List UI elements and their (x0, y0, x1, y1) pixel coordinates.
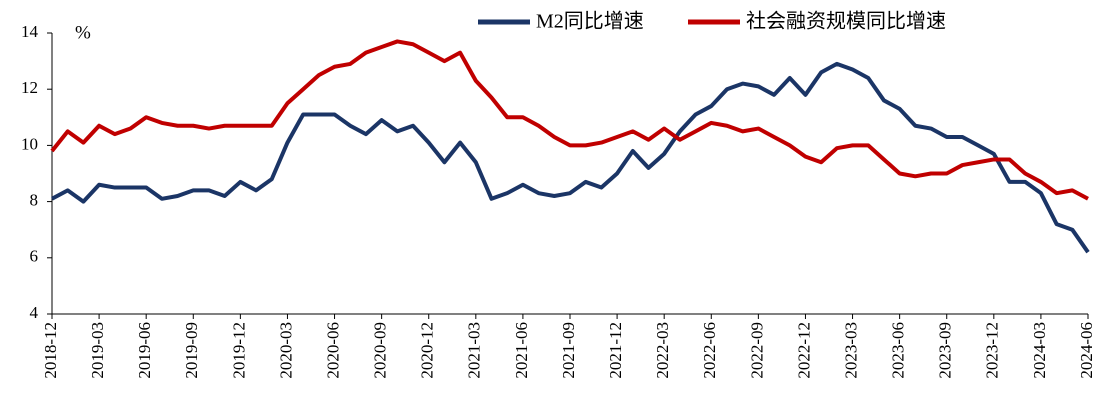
y-tick-label: 10 (21, 134, 38, 153)
y-unit: % (75, 22, 91, 43)
x-tick-label: 2022-03 (653, 322, 672, 379)
y-tick-label: 6 (30, 247, 39, 266)
x-tick-label: 2024-06 (1077, 322, 1096, 379)
y-tick-label: 4 (30, 303, 39, 322)
y-tick-label: 8 (30, 191, 39, 210)
x-tick-label: 2020-09 (371, 322, 390, 379)
x-tick-label: 2018-12 (41, 322, 60, 379)
series-line (51, 61, 1090, 254)
x-tick-label: 2019-09 (182, 322, 201, 379)
x-tick-label: 2020-12 (418, 322, 437, 379)
x-tick-label: 2021-06 (512, 322, 531, 379)
x-tick-label: 2022-12 (794, 322, 813, 379)
x-tick-label: 2020-03 (276, 322, 295, 379)
x-tick-label: 2023-12 (983, 322, 1002, 379)
x-tick-label: 2023-06 (889, 322, 908, 379)
x-tick-label: 2024-03 (1030, 322, 1049, 379)
x-tick-label: 2022-09 (747, 322, 766, 379)
legend-label: 社会融资规模同比增速 (746, 10, 946, 33)
x-tick-label: 2023-09 (936, 322, 955, 379)
x-tick-label: 2023-03 (841, 322, 860, 379)
x-tick-label: 2021-12 (606, 322, 625, 379)
x-tick-label: 2020-06 (323, 322, 342, 379)
x-tick-label: 2022-06 (700, 322, 719, 379)
y-tick-label: 14 (21, 22, 39, 41)
x-tick-label: 2019-03 (88, 322, 107, 379)
x-tick-label: 2019-06 (135, 322, 154, 379)
y-tick-label: 12 (21, 78, 38, 97)
x-tick-label: 2019-12 (229, 322, 248, 379)
x-tick-label: 2021-03 (465, 322, 484, 379)
series-line (50, 39, 1089, 201)
x-tick-label: 2021-09 (559, 322, 578, 379)
legend-label: M2同比增速 (536, 10, 644, 33)
